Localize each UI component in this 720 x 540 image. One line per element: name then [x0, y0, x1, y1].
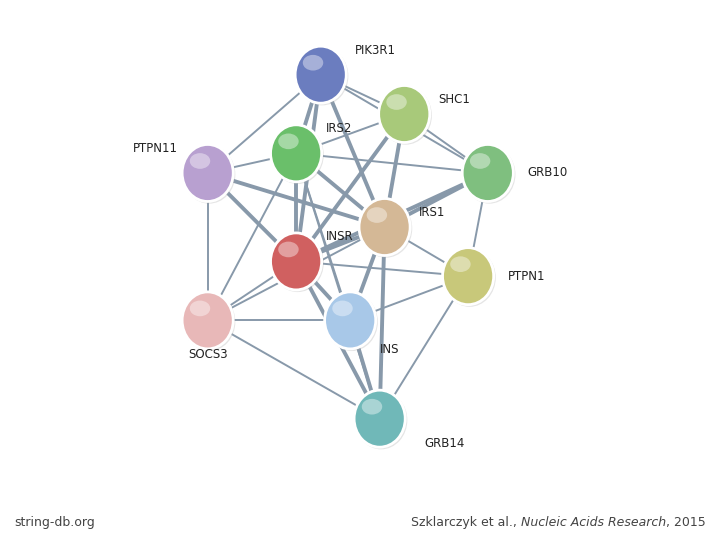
- Ellipse shape: [470, 153, 490, 169]
- Ellipse shape: [360, 199, 413, 258]
- Ellipse shape: [450, 256, 471, 272]
- Ellipse shape: [271, 233, 322, 290]
- Ellipse shape: [379, 85, 430, 143]
- Text: Szklarczyk et al.,: Szklarczyk et al.,: [411, 516, 521, 529]
- Ellipse shape: [183, 293, 235, 351]
- Ellipse shape: [182, 292, 233, 349]
- Text: PTPN11: PTPN11: [133, 142, 178, 155]
- Ellipse shape: [190, 153, 210, 169]
- Ellipse shape: [182, 145, 233, 201]
- Ellipse shape: [354, 390, 405, 447]
- Ellipse shape: [333, 301, 353, 316]
- Ellipse shape: [443, 248, 494, 305]
- Text: PTPN1: PTPN1: [508, 269, 545, 282]
- Ellipse shape: [463, 145, 516, 204]
- Text: IRS2: IRS2: [325, 122, 352, 135]
- Ellipse shape: [190, 301, 210, 316]
- Ellipse shape: [303, 55, 323, 71]
- Ellipse shape: [387, 94, 407, 110]
- Ellipse shape: [355, 391, 408, 449]
- Text: GRB14: GRB14: [424, 437, 464, 450]
- Ellipse shape: [366, 207, 387, 223]
- Text: Nucleic Acids Research: Nucleic Acids Research: [521, 516, 666, 529]
- Ellipse shape: [295, 46, 346, 103]
- Ellipse shape: [325, 293, 378, 351]
- Text: GRB10: GRB10: [527, 166, 567, 179]
- Ellipse shape: [462, 145, 513, 201]
- Ellipse shape: [183, 145, 235, 204]
- Text: SOCS3: SOCS3: [188, 348, 228, 361]
- Ellipse shape: [296, 47, 348, 105]
- Ellipse shape: [361, 399, 382, 415]
- Text: IRS1: IRS1: [419, 206, 446, 219]
- Text: INSR: INSR: [325, 231, 354, 244]
- Ellipse shape: [325, 292, 376, 349]
- Ellipse shape: [444, 248, 496, 307]
- Text: SHC1: SHC1: [438, 93, 470, 106]
- Ellipse shape: [271, 126, 324, 184]
- Ellipse shape: [271, 234, 324, 292]
- Text: string-db.org: string-db.org: [14, 516, 95, 529]
- Ellipse shape: [379, 86, 432, 145]
- Ellipse shape: [278, 241, 299, 257]
- Text: , 2015: , 2015: [666, 516, 706, 529]
- Text: PIK3R1: PIK3R1: [355, 44, 396, 57]
- Ellipse shape: [359, 199, 410, 255]
- Ellipse shape: [271, 125, 322, 182]
- Ellipse shape: [278, 133, 299, 149]
- Text: INS: INS: [379, 343, 399, 356]
